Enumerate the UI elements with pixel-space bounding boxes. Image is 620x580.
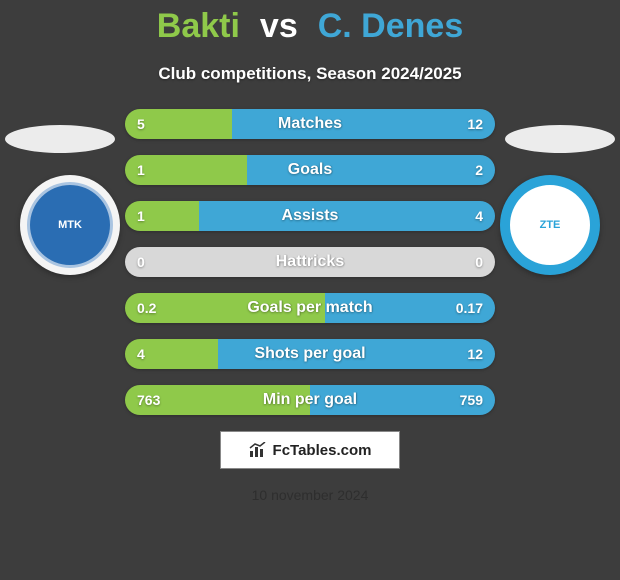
footer-logo: FcTables.com xyxy=(220,431,400,469)
stat-value-left: 0.2 xyxy=(137,293,156,323)
stat-label: Hattricks xyxy=(125,247,495,277)
stat-value-right: 12 xyxy=(467,339,483,369)
club-badge-right-inner: ZTE xyxy=(507,182,593,268)
comparison-infographic: Baktivs C. Denes Club competitions, Seaso… xyxy=(0,0,620,580)
footer-site: FcTables.com xyxy=(273,442,372,459)
stat-row: Min per goal763759 xyxy=(125,385,495,415)
stat-value-right: 759 xyxy=(460,385,483,415)
stat-row: Goals per match0.20.17 xyxy=(125,293,495,323)
club-badge-left-inner: MTK xyxy=(27,182,113,268)
stat-row: Assists14 xyxy=(125,201,495,231)
player1-name: Bakti xyxy=(157,7,240,45)
stat-value-right: 4 xyxy=(475,201,483,231)
title: Baktivs C. Denes xyxy=(0,7,620,46)
stat-row: Shots per goal412 xyxy=(125,339,495,369)
chart-icon xyxy=(249,442,267,458)
stat-value-right: 0 xyxy=(475,247,483,277)
stat-row: Matches512 xyxy=(125,109,495,139)
stat-value-right: 0.17 xyxy=(456,293,483,323)
club-badge-left-label: MTK xyxy=(58,219,82,231)
stat-value-left: 4 xyxy=(137,339,145,369)
stat-row: Hattricks0 0 xyxy=(125,247,495,277)
club-badge-right-label: ZTE xyxy=(540,219,561,231)
stat-value-right: 12 xyxy=(467,109,483,139)
stat-value-left: 1 xyxy=(137,201,145,231)
stat-row: Goals12 xyxy=(125,155,495,185)
head-ellipse-right xyxy=(505,125,615,153)
stat-value-right: 2 xyxy=(475,155,483,185)
subtitle: Club competitions, Season 2024/2025 xyxy=(0,64,620,84)
vs-text: vs xyxy=(260,7,298,45)
head-ellipse-left xyxy=(5,125,115,153)
club-badge-right: ZTE xyxy=(500,175,600,275)
stat-value-left: 5 xyxy=(137,109,145,139)
stat-value-left: 0 xyxy=(137,247,145,277)
stat-value-left: 763 xyxy=(137,385,160,415)
stats-list: Matches512Goals12Assists14Hattricks00Goa… xyxy=(125,109,495,415)
footer-date: 10 november 2024 xyxy=(0,487,620,503)
stat-seg-right xyxy=(232,109,495,139)
player2-name: C. Denes xyxy=(318,7,464,45)
stat-seg-right xyxy=(247,155,495,185)
stat-seg-right xyxy=(199,201,495,231)
stat-value-left: 1 xyxy=(137,155,145,185)
stat-seg-right xyxy=(218,339,496,369)
club-badge-left: MTK xyxy=(20,175,120,275)
